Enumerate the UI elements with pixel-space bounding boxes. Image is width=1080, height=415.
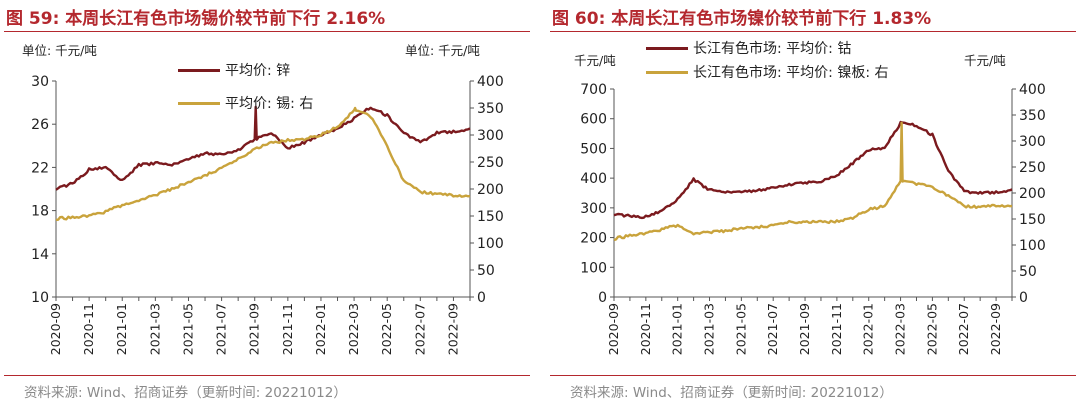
x-tick-label: 2022-09	[988, 303, 1003, 355]
series-line-primary	[613, 120, 1013, 220]
x-tick-label: 2022-07	[956, 303, 971, 355]
right-y-tick-label: 150	[477, 209, 504, 225]
legend-label-zinc: 平均价: 锌	[225, 63, 291, 79]
x-tick-label: 2021-09	[247, 303, 262, 355]
x-tick-label: 2022-05	[924, 303, 939, 355]
legend-swatch-zinc	[178, 68, 220, 72]
right-y-tick-label: 400	[477, 74, 504, 90]
tin-zinc-line-chart: 1014182226300501001502002503003504002020…	[31, 74, 504, 355]
x-tick-label: 2022-05	[379, 303, 394, 355]
x-tick-label: 2021-09	[797, 303, 812, 355]
right-y-tick-label: 200	[477, 182, 504, 198]
x-tick-label: 2022-01	[861, 303, 876, 355]
x-tick-label: 2021-03	[147, 303, 162, 355]
right-y-tick-label: 400	[1019, 82, 1046, 98]
left-y-tick-label: 400	[580, 171, 607, 187]
legend-item-zinc: 平均价: 锌	[178, 60, 290, 80]
legend-label-tin: 平均价: 锡: 右	[225, 96, 314, 112]
left-y-tick-label: 300	[580, 201, 607, 217]
source-divider	[550, 375, 1076, 376]
x-tick-label: 2020-11	[81, 303, 96, 355]
cobalt-nickel-line-chart: 0 100 200 300 400 500 600 700 0 50 100 150 200 250 300…	[580, 82, 1046, 355]
right-y-tick-label: 100	[1019, 238, 1046, 254]
legend-item-nickel: 长江有色市场: 平均价: 镍板: 右	[646, 62, 889, 82]
right-y-tick-label: 50	[1019, 264, 1037, 280]
x-tick-label: 2021-07	[214, 303, 229, 355]
x-tick-label: 2022-01	[313, 303, 328, 355]
left-y-tick-label: 700	[580, 82, 607, 98]
right-axis-unit: 单位: 千元/吨	[405, 43, 480, 58]
x-tick-label: 2021-03	[702, 303, 717, 355]
left-axis-unit: 千元/吨	[574, 53, 616, 68]
title-divider	[4, 31, 530, 32]
series-line-secondary	[55, 106, 471, 222]
right-y-tick-label: 350	[1019, 108, 1046, 124]
chart-panel-nickel: 图 60: 本周长江有色市场镍价较节前下行 1.83% 千元/吨 千元/吨 0 1…	[546, 0, 1080, 415]
legend-label-nickel: 长江有色市场: 平均价: 镍板: 右	[693, 65, 889, 81]
right-y-tick-label: 150	[1019, 212, 1046, 228]
legend-swatch-nickel	[646, 70, 688, 74]
x-tick-label: 2021-11	[829, 303, 844, 355]
source-divider	[4, 375, 530, 376]
chart-panel-tin: 图 59: 本周长江有色市场锡价较节前下行 2.16% 单位: 千元/吨 单位:…	[0, 0, 534, 415]
chart-title: 图 59: 本周长江有色市场锡价较节前下行 2.16%	[6, 9, 386, 29]
legend-swatch-cobalt	[646, 46, 688, 50]
right-y-tick-label: 250	[477, 155, 504, 171]
right-y-tick-label: 50	[477, 263, 495, 279]
legend-item-cobalt: 长江有色市场: 平均价: 钴	[646, 38, 851, 58]
left-y-tick-label: 30	[31, 74, 49, 90]
x-tick-label: 2021-07	[765, 303, 780, 355]
source-note: 资料来源: Wind、招商证券（更新时间: 20221012）	[570, 385, 893, 401]
right-axis-unit: 千元/吨	[964, 53, 1006, 68]
x-tick-label: 2022-03	[346, 303, 361, 355]
x-tick-label: 2021-05	[733, 303, 748, 355]
left-y-tick-label: 10	[31, 290, 49, 306]
left-y-tick-label: 200	[580, 231, 607, 247]
left-y-tick-label: 18	[31, 204, 49, 220]
right-y-tick-label: 250	[1019, 160, 1046, 176]
right-y-tick-label: 200	[1019, 186, 1046, 202]
x-tick-label: 2021-01	[114, 303, 129, 355]
x-tick-label: 2021-11	[280, 303, 295, 355]
series-line-primary	[55, 105, 471, 191]
legend-item-tin: 平均价: 锡: 右	[178, 93, 313, 113]
right-y-tick-label: 300	[1019, 134, 1046, 150]
legend-label-cobalt: 长江有色市场: 平均价: 钴	[693, 41, 852, 57]
left-axis-unit: 单位: 千元/吨	[22, 43, 97, 58]
chart-title: 图 60: 本周长江有色市场镍价较节前下行 1.83%	[552, 9, 932, 29]
left-y-tick-label: 26	[31, 117, 49, 133]
source-note: 资料来源: Wind、招商证券（更新时间: 20221012）	[24, 385, 347, 401]
right-y-tick-label: 100	[477, 236, 504, 252]
left-y-tick-label: 22	[31, 160, 49, 176]
left-y-tick-label: 600	[580, 112, 607, 128]
right-y-tick-label: 0	[477, 290, 486, 306]
x-tick-label: 2022-09	[445, 303, 460, 355]
x-tick-label: 2020-09	[606, 303, 621, 355]
x-tick-label: 2022-07	[412, 303, 427, 355]
right-y-tick-label: 300	[477, 128, 504, 144]
x-tick-label: 2020-11	[638, 303, 653, 355]
x-tick-label: 2021-01	[670, 303, 685, 355]
x-tick-label: 2022-03	[893, 303, 908, 355]
legend-swatch-tin	[178, 101, 220, 105]
left-y-tick-label: 14	[31, 247, 49, 263]
left-y-tick-label: 100	[580, 260, 607, 276]
left-y-tick-label: 500	[580, 141, 607, 157]
x-tick-label: 2021-05	[180, 303, 195, 355]
right-y-tick-label: 350	[477, 101, 504, 117]
right-y-tick-label: 0	[1019, 290, 1028, 306]
x-tick-label: 2020-09	[48, 303, 63, 355]
left-y-tick-label: 0	[598, 290, 607, 306]
title-divider	[550, 31, 1076, 32]
series-line-secondary	[613, 121, 1013, 242]
